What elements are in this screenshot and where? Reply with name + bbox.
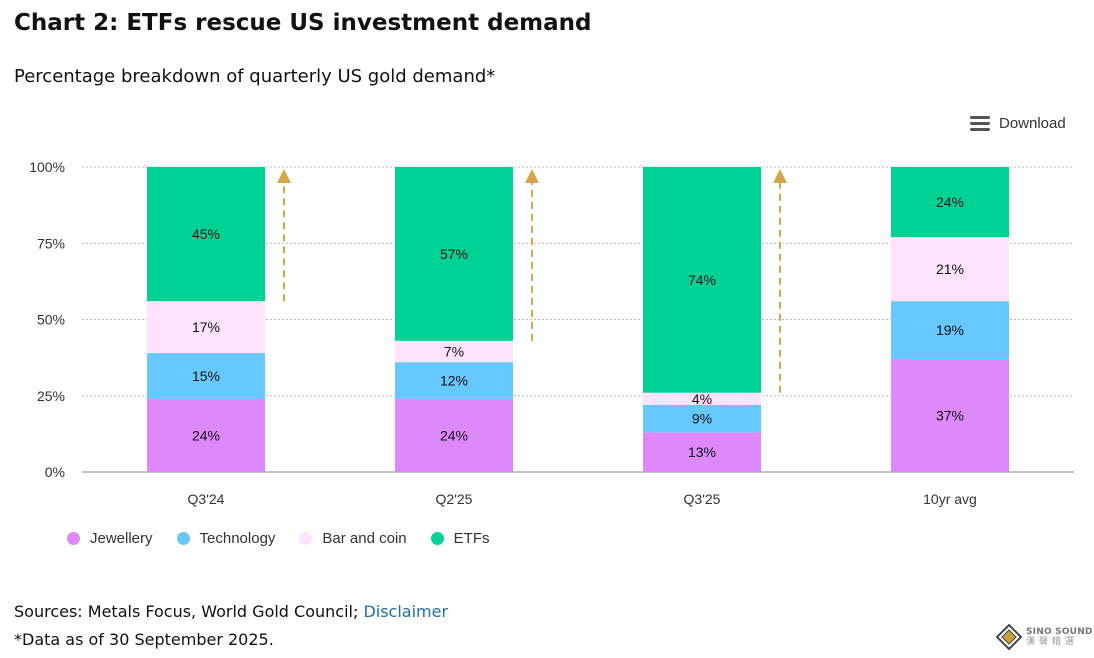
data-label: 37% xyxy=(936,408,964,424)
bar-segment-jewellery xyxy=(643,432,761,472)
data-label: 12% xyxy=(440,373,468,389)
bar-segment-technology xyxy=(147,353,265,399)
bar-segment-bar-and-coin xyxy=(891,237,1009,302)
watermark-text-en: SINO SOUND xyxy=(1026,627,1093,637)
legend-swatch-bar-and-coin xyxy=(299,532,313,545)
chart-legend: Jewellery Technology Bar and coin ETFs xyxy=(67,530,490,547)
download-button[interactable]: Download xyxy=(970,112,1066,134)
legend-label-bar-and-coin: Bar and coin xyxy=(322,530,407,547)
bar-segment-bar-and-coin xyxy=(147,301,265,354)
x-tick-label: Q3'25 xyxy=(684,491,721,507)
x-tick-label: Q3'24 xyxy=(188,491,225,507)
download-label: Download xyxy=(999,114,1066,132)
diamond-logo-icon xyxy=(996,624,1022,650)
bar-segment-bar-and-coin xyxy=(643,392,761,405)
y-tick-label: 0% xyxy=(45,464,65,480)
y-tick-label: 100% xyxy=(29,159,65,175)
data-label: 74% xyxy=(688,272,716,288)
bar-segment-etfs xyxy=(643,167,761,393)
y-tick-label: 75% xyxy=(37,235,65,251)
legend-swatch-etfs xyxy=(430,532,444,545)
data-note: *Data as of 30 September 2025. xyxy=(14,630,274,649)
data-label: 7% xyxy=(444,344,464,360)
bar-segment-technology xyxy=(891,301,1009,360)
x-tick-label: Q2'25 xyxy=(436,491,473,507)
chart-subtitle: Percentage breakdown of quarterly US gol… xyxy=(14,66,496,87)
sources-line: Sources: Metals Focus, World Gold Counci… xyxy=(14,602,448,621)
bar-segment-etfs xyxy=(147,167,265,302)
up-arrow-icon xyxy=(525,169,539,183)
hamburger-menu-icon xyxy=(970,115,990,131)
data-label: 9% xyxy=(692,411,712,427)
data-label: 24% xyxy=(440,427,468,443)
legend-label-technology: Technology xyxy=(199,530,276,547)
data-label: 24% xyxy=(936,194,964,210)
data-label: 19% xyxy=(936,322,964,338)
bar-segment-jewellery xyxy=(891,359,1009,472)
y-tick-label: 25% xyxy=(37,388,65,404)
data-label: 4% xyxy=(692,391,712,407)
data-label: 13% xyxy=(688,444,716,460)
bar-segment-bar-and-coin xyxy=(395,340,513,363)
legend-item-bar-and-coin[interactable]: Bar and coin xyxy=(299,530,407,547)
up-arrow-icon xyxy=(773,169,787,183)
chart-title: Chart 2: ETFs rescue US investment deman… xyxy=(14,10,592,36)
y-tick-label: 50% xyxy=(37,312,65,328)
data-label: 15% xyxy=(192,368,220,384)
data-label: 45% xyxy=(192,226,220,242)
disclaimer-link[interactable]: Disclaimer xyxy=(363,602,449,621)
data-label: 57% xyxy=(440,246,468,262)
legend-item-etfs[interactable]: ETFs xyxy=(430,530,490,547)
legend-label-etfs: ETFs xyxy=(453,530,490,547)
data-label: 21% xyxy=(936,261,964,277)
x-tick-label: 10yr avg xyxy=(923,491,977,507)
watermark-text-zh: 漢聲精選 xyxy=(1026,636,1079,646)
watermark-logo: SINO SOUND 漢聲精選 xyxy=(996,624,1093,650)
stacked-bar-chart: 0% 25% 50% 75% 100% 24% 15% 17% 45% Q3'24 24% 12% 7%… xyxy=(29,159,1074,507)
bar-segment-technology xyxy=(395,362,513,399)
up-arrow-icon xyxy=(277,169,291,183)
legend-swatch-jewellery xyxy=(67,532,80,545)
bar-segment-etfs xyxy=(395,167,513,341)
bar-segment-technology xyxy=(643,404,761,433)
legend-swatch-technology xyxy=(176,532,190,545)
legend-item-technology[interactable]: Technology xyxy=(176,530,276,547)
legend-item-jewellery[interactable]: Jewellery xyxy=(67,530,153,547)
bar-segment-etfs xyxy=(891,167,1009,238)
data-label: 17% xyxy=(192,319,220,335)
legend-label-jewellery: Jewellery xyxy=(90,530,153,547)
bar-segment-jewellery xyxy=(147,398,265,472)
data-label: 24% xyxy=(192,427,220,443)
bar-segment-jewellery xyxy=(395,398,513,472)
sources-text: Sources: Metals Focus, World Gold Counci… xyxy=(14,602,364,621)
